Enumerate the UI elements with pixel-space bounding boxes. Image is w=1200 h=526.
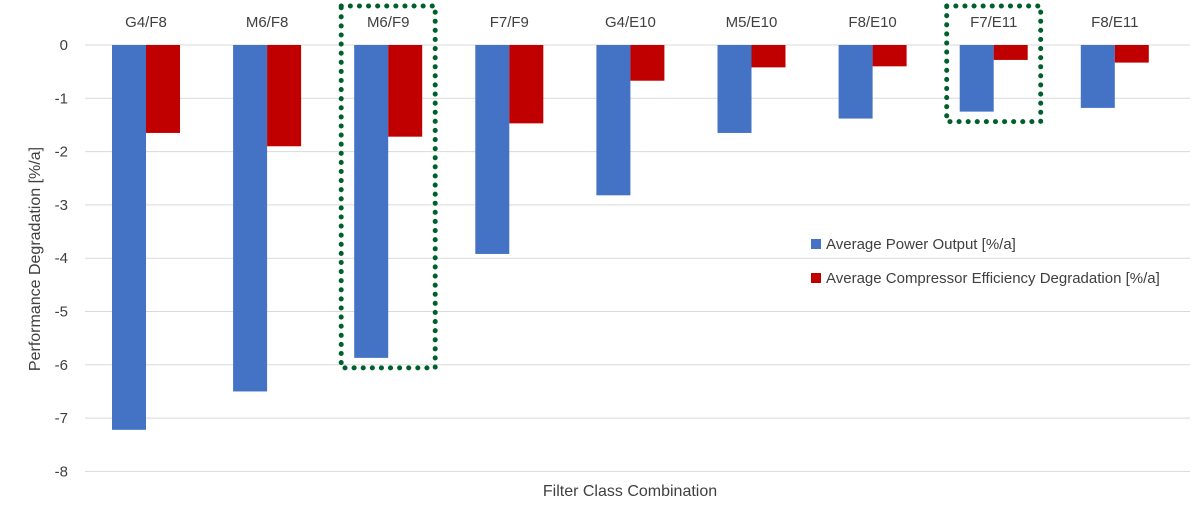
highlight-boxes — [338, 3, 1044, 371]
highlight-box-m6-f9 — [338, 3, 438, 371]
y-tick-label: -2 — [55, 144, 68, 161]
y-tick-label: -8 — [55, 463, 68, 480]
y-axis-title: Performance Degradation [%/a] — [27, 147, 44, 371]
category-label: G4/E10 — [605, 14, 656, 31]
bar-power-output-g4-e10 — [596, 45, 631, 196]
category-label: G4/F8 — [125, 14, 167, 31]
bar-power-output-f7-f9 — [475, 45, 510, 254]
highlight-box-f7-e11 — [944, 3, 1044, 125]
bar-power-output-f7-e11 — [959, 45, 994, 112]
bar-power-output-m5-e10 — [717, 45, 752, 133]
category-label: F7/F9 — [490, 14, 529, 31]
bar-compressor-efficiency-g4-e10 — [630, 45, 665, 81]
bar-compressor-efficiency-m6-f8 — [267, 45, 302, 147]
bar-compressor-efficiency-m6-f9 — [388, 45, 423, 137]
category-label: F8/E10 — [848, 14, 896, 31]
y-tick-label: -5 — [55, 304, 68, 321]
bar-compressor-efficiency-f7-f9 — [509, 45, 544, 124]
y-tick-label: -7 — [55, 410, 68, 427]
bars — [112, 45, 1149, 430]
category-label: M5/E10 — [726, 14, 778, 31]
y-tick-label: -1 — [55, 90, 68, 107]
legend-label-compressor-efficiency: Average Compressor Efficiency Degradatio… — [826, 270, 1160, 287]
bar-power-output-f8-e11 — [1080, 45, 1115, 108]
y-tick-label: -6 — [55, 357, 68, 374]
bar-power-output-g4-f8 — [112, 45, 146, 430]
category-label: F7/E11 — [970, 14, 1017, 31]
y-tick-labels: 0 -1 -2 -3 -4 -5 -6 -7 -8 — [55, 37, 68, 480]
legend: Average Power Output [%/a] Average Compr… — [811, 236, 1160, 287]
bar-power-output-f8-e10 — [838, 45, 873, 119]
bar-power-output-m6-f8 — [233, 45, 268, 392]
bar-compressor-efficiency-f8-e11 — [1114, 45, 1149, 63]
x-axis-title: Filter Class Combination — [543, 483, 717, 500]
bar-compressor-efficiency-m5-e10 — [751, 45, 786, 68]
category-label: F8/E11 — [1091, 14, 1138, 31]
legend-swatch-power-output — [811, 239, 821, 249]
legend-swatch-compressor-efficiency — [811, 273, 821, 283]
bar-compressor-efficiency-f7-e11 — [993, 45, 1028, 60]
category-labels: G4/F8 M6/F8 M6/F9 F7/F9 G4/E10 M5/E10 F8/E10 F7… — [125, 14, 1138, 31]
legend-label-power-output: Average Power Output [%/a] — [826, 236, 1016, 253]
y-tick-label: -4 — [55, 250, 68, 267]
bar-compressor-efficiency-f8-e10 — [872, 45, 907, 67]
bar-compressor-efficiency-g4-f8 — [146, 45, 180, 133]
y-tick-label: -3 — [55, 197, 68, 214]
category-label: M6/F9 — [367, 14, 410, 31]
bar-power-output-m6-f9 — [354, 45, 389, 358]
category-label: M6/F8 — [246, 14, 289, 31]
y-tick-label: 0 — [60, 37, 68, 54]
